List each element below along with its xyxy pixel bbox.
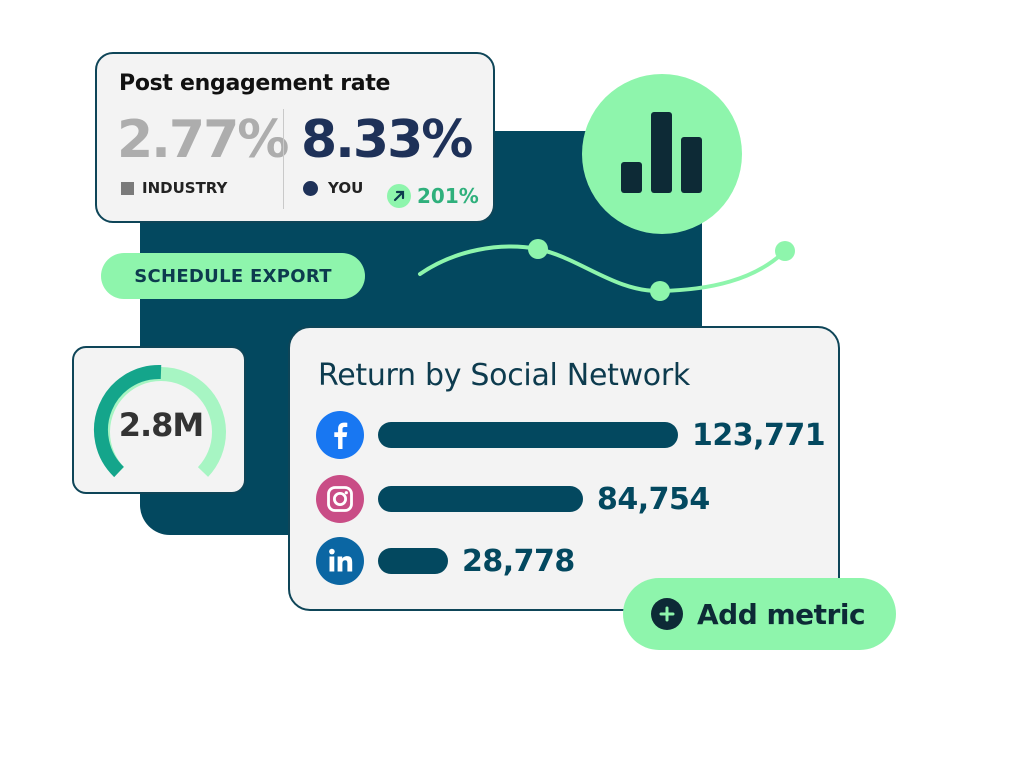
- gauge-card: 2.8M: [72, 346, 246, 494]
- linkedin-bar: [378, 548, 448, 574]
- social-network-card: Return by Social Network 123,771 84,754: [288, 326, 840, 611]
- instagram-value: 84,754: [597, 481, 710, 517]
- change-value: 201%: [417, 184, 479, 208]
- arrow-up-right-icon: [387, 184, 411, 208]
- add-metric-button[interactable]: Add metric: [623, 578, 896, 650]
- add-metric-label: Add metric: [697, 597, 866, 631]
- industry-swatch-icon: [121, 181, 134, 195]
- social-card-title: Return by Social Network: [318, 358, 690, 393]
- change-badge: 201%: [387, 184, 479, 208]
- list-item-linkedin: 28,778: [316, 536, 575, 586]
- your-rate-value: 8.33%: [301, 110, 473, 170]
- list-item-facebook: 123,771: [316, 410, 826, 460]
- engagement-divider: [283, 109, 284, 209]
- you-swatch-icon: [303, 180, 318, 196]
- gauge-value: 2.8M: [118, 406, 205, 444]
- you-legend-label: YOU: [328, 179, 364, 197]
- facebook-bar: [378, 422, 678, 448]
- gauge-ring: [93, 364, 226, 478]
- engagement-title: Post engagement rate: [119, 71, 391, 96]
- list-item-instagram: 84,754: [316, 474, 710, 524]
- plus-icon: [651, 598, 683, 630]
- linkedin-value: 28,778: [462, 543, 575, 579]
- linkedin-icon: [316, 537, 364, 585]
- you-legend: YOU: [303, 179, 363, 197]
- schedule-export-button[interactable]: SCHEDULE EXPORT: [101, 253, 365, 299]
- facebook-icon: [316, 411, 364, 459]
- engagement-card: Post engagement rate 2.77% 8.33% INDUSTR…: [95, 52, 495, 223]
- industry-legend-label: INDUSTRY: [142, 179, 228, 197]
- instagram-bar: [378, 486, 583, 512]
- facebook-value: 123,771: [692, 417, 826, 453]
- instagram-icon: [316, 475, 364, 523]
- industry-legend: INDUSTRY: [121, 179, 227, 197]
- trend-line-decoration: [418, 239, 795, 301]
- industry-rate-value: 2.77%: [117, 110, 289, 170]
- bar-chart-icon: [582, 74, 742, 234]
